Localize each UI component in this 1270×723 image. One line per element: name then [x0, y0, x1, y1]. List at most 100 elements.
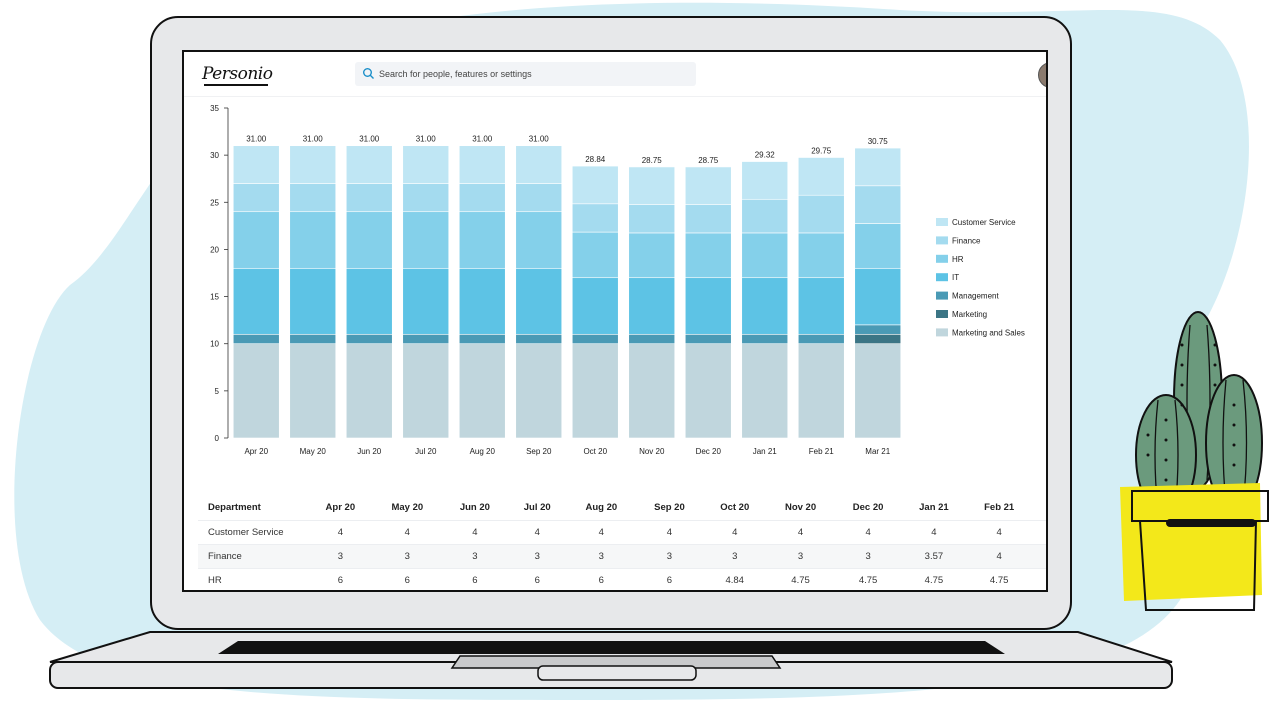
bar-segment-customer-service: [402, 145, 450, 184]
bar-segment-management: [515, 333, 563, 345]
table-cell: 4.75: [834, 568, 902, 590]
table-cell: 4: [834, 520, 902, 545]
cactus-illustration: [1120, 311, 1269, 611]
y-tick-label: 5: [215, 387, 220, 396]
bar-segment-finance: [232, 183, 280, 213]
bar-segment-customer-service: [741, 161, 789, 200]
bar-segment-finance: [684, 204, 732, 234]
table-row: Customer Service444444444444: [198, 520, 1046, 545]
bar-segment-finance: [289, 183, 337, 213]
legend-swatch: [936, 328, 948, 337]
bar-segment-marketing-and-sales: [402, 343, 450, 439]
x-tick-label: Jun 20: [357, 447, 382, 456]
legend-label: IT: [952, 273, 959, 282]
table-cell: 4: [1032, 520, 1046, 545]
table-cell: 4: [1032, 544, 1046, 569]
table-cell: 4: [372, 520, 442, 545]
table-cell: 3: [566, 544, 636, 569]
personio-logo[interactable]: Personio: [202, 64, 273, 84]
x-tick-label: Feb 21: [809, 447, 834, 456]
table-cell: 4: [308, 520, 373, 545]
x-tick-label: Sep 20: [526, 447, 552, 456]
table-header-cell: Oct 20: [720, 501, 750, 513]
bar-segment-marketing-and-sales: [741, 343, 789, 439]
x-tick-label: Nov 20: [639, 447, 665, 456]
y-tick-label: 25: [210, 198, 219, 207]
bar-segment-marketing-and-sales: [232, 343, 280, 439]
logo-underline: [204, 84, 268, 86]
table-cell: 3: [635, 544, 703, 569]
table-cell: 4: [566, 520, 636, 545]
bar-segment-management: [232, 333, 280, 345]
bar-segment-marketing-and-sales: [289, 343, 337, 439]
table-cell: 4.75: [966, 568, 1033, 590]
user-avatar[interactable]: [1038, 62, 1046, 88]
y-tick-label: 30: [210, 151, 219, 160]
bar-segment-management: [289, 333, 337, 345]
table-header-cell: May 20: [391, 501, 424, 513]
bar-segment-hr: [289, 211, 337, 269]
x-tick-label: Oct 20: [583, 447, 607, 456]
legend-swatch: [936, 310, 948, 318]
table-header-cell: Sep 20: [654, 501, 685, 513]
bar-segment-management: [797, 333, 845, 345]
bar-total-label: 31.00: [529, 135, 550, 144]
bar-segment-marketing-and-sales: [628, 343, 676, 439]
bar-segment-finance: [571, 203, 619, 233]
table-header-cell: Department: [208, 501, 261, 513]
bar-segment-hr: [741, 232, 789, 279]
bar-segment-hr: [797, 232, 845, 279]
y-tick-label: 0: [215, 434, 220, 443]
table-cell: 4: [635, 520, 703, 545]
table-cell: HR: [198, 568, 308, 590]
legend-label: Marketing: [952, 310, 987, 319]
bar-segment-hr: [571, 231, 619, 279]
bar-segment-management: [402, 333, 450, 345]
bar-total-label: 28.75: [642, 156, 663, 165]
table-cell: 4.75: [766, 568, 835, 590]
table-cell: 4: [966, 520, 1033, 545]
table-cell: 4.75: [901, 568, 967, 590]
bar-segment-management: [571, 333, 619, 345]
legend-swatch: [936, 218, 948, 226]
bar-segment-marketing-and-sales: [345, 343, 393, 439]
search-box[interactable]: [355, 62, 696, 86]
table-cell: 6: [635, 568, 703, 590]
bar-segment-marketing-and-sales: [797, 343, 845, 439]
search-input[interactable]: [379, 62, 679, 86]
bar-segment-hr: [515, 211, 563, 269]
table-cell: 6: [308, 568, 373, 590]
bar-segment-hr: [628, 232, 676, 279]
bar-segment-management: [628, 333, 676, 345]
table-header-cell: Jul 20: [523, 501, 551, 513]
table-cell: 4: [507, 520, 567, 545]
table-header-cell: Jun 20: [459, 501, 490, 513]
bar-segment-hr: [232, 211, 280, 269]
bar-segment-finance: [741, 198, 789, 234]
table-header-cell: Mar 21: [1032, 494, 1046, 521]
table-cell: 4: [966, 544, 1033, 569]
bar-segment-customer-service: [571, 165, 619, 205]
x-tick-label: Aug 20: [470, 447, 496, 456]
bar-segment-management: [458, 333, 506, 345]
bar-total-label: 29.75: [811, 147, 832, 156]
table-cell: 6: [372, 568, 442, 590]
bar-segment-customer-service: [345, 145, 393, 184]
table-cell: 3: [372, 544, 442, 569]
x-tick-label: May 20: [300, 447, 327, 456]
table-cell: 6: [566, 568, 636, 590]
bar-segment-customer-service: [458, 145, 506, 184]
bar-total-label: 28.84: [585, 155, 606, 164]
table-cell: 4.75: [1032, 568, 1046, 590]
bar-segment-customer-service: [628, 166, 676, 205]
y-tick-label: 20: [210, 245, 219, 254]
table-header-cell: Aug 20: [585, 501, 618, 513]
search-icon: [363, 68, 374, 79]
app-screen: Personio 0 5 10 15 20 25 30 35 31.00 Apr 20 31.00 M…: [182, 50, 1048, 592]
table-cell: 3: [834, 544, 902, 569]
bar-segment-it: [741, 277, 789, 335]
legend-swatch: [936, 254, 948, 263]
bar-segment-it: [345, 267, 393, 335]
bar-segment-hr: [402, 211, 450, 269]
